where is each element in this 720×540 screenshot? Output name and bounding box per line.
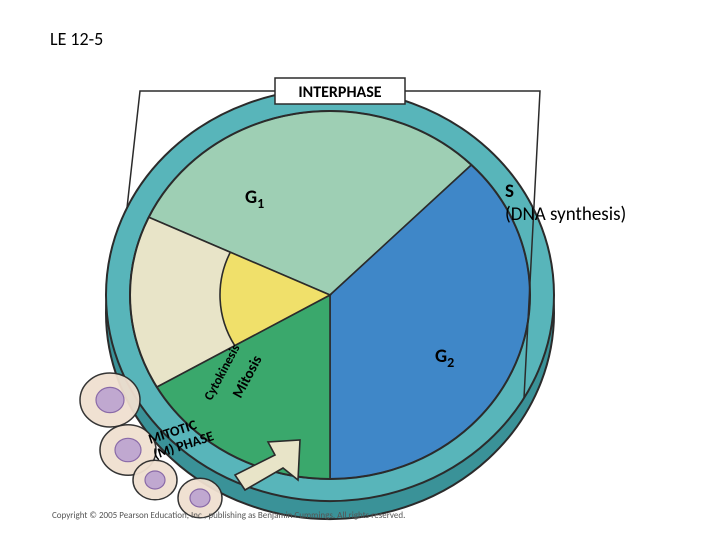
s-phase-label: S (DNA synthesis)	[505, 180, 626, 226]
copyright-text: Copyright © 2005 Pearson Education, Inc.…	[52, 510, 405, 521]
g2-phase-label: G2	[435, 345, 454, 371]
g1-phase-label: G1	[245, 186, 264, 212]
svg-text:INTERPHASE: INTERPHASE	[298, 83, 381, 102]
cell-cycle-diagram: INTERPHASE	[0, 0, 720, 540]
